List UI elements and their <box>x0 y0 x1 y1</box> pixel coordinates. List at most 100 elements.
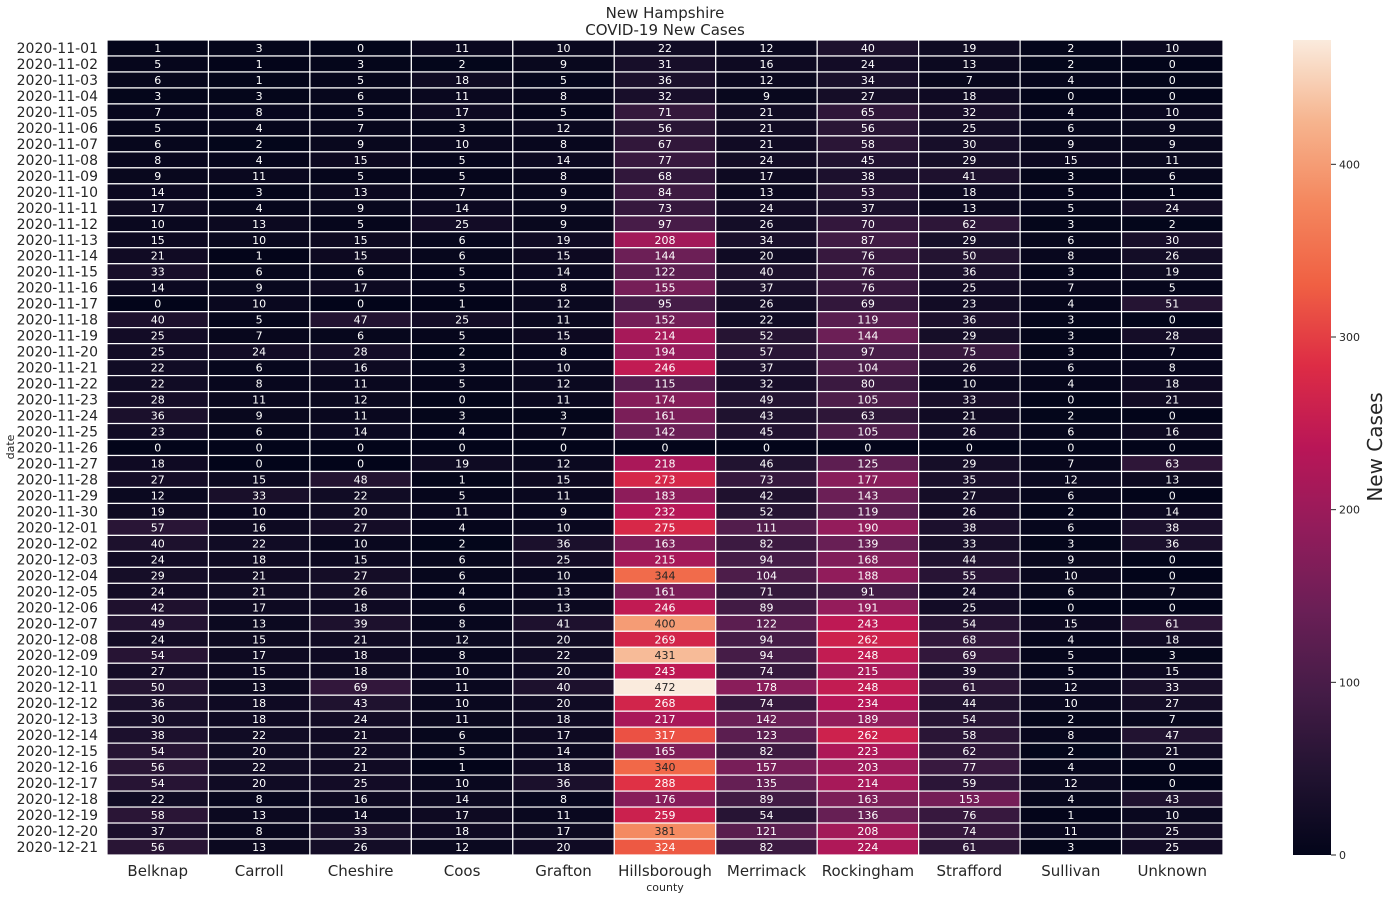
cell-value-label: 27 <box>151 665 165 678</box>
cell-value-label: 0 <box>1169 601 1176 614</box>
cell-value-label: 76 <box>861 266 875 279</box>
cell-value-label: 152 <box>655 314 676 327</box>
cell-value-label: 15 <box>557 473 571 486</box>
cell-value-label: 17 <box>252 601 266 614</box>
y-tick-label: 2020-11-12 <box>17 217 98 233</box>
cell-value-label: 3 <box>357 58 364 71</box>
y-tick-label: 2020-11-27 <box>17 456 98 472</box>
cell-value-label: 6 <box>1067 362 1074 375</box>
cell-value-label: 20 <box>557 665 571 678</box>
y-tick-label: 2020-11-03 <box>17 73 98 89</box>
cell-value-label: 10 <box>455 777 469 790</box>
cell-value-label: 22 <box>252 537 266 550</box>
cell-value-label: 36 <box>557 537 571 550</box>
cell-value-label: 10 <box>1165 42 1179 55</box>
y-tick-label: 2020-11-30 <box>17 504 98 520</box>
cell-value-label: 203 <box>857 761 878 774</box>
cell-value-label: 54 <box>151 777 165 790</box>
cell-value-label: 11 <box>455 42 469 55</box>
cell-value-label: 6 <box>1067 489 1074 502</box>
cell-value-label: 27 <box>354 569 368 582</box>
cell-value-label: 94 <box>759 553 773 566</box>
cell-value-label: 69 <box>962 649 976 662</box>
cell-value-label: 2 <box>459 537 466 550</box>
cell-value-label: 29 <box>962 234 976 247</box>
cell-value-label: 12 <box>557 378 571 391</box>
cell-value-label: 29 <box>962 457 976 470</box>
cell-value-label: 21 <box>252 569 266 582</box>
cell-value-label: 20 <box>557 633 571 646</box>
cell-value-label: 38 <box>861 170 875 183</box>
cell-value-label: 11 <box>557 314 571 327</box>
cell-value-label: 10 <box>455 138 469 151</box>
cell-value-label: 0 <box>1169 569 1176 582</box>
cell-value-label: 36 <box>151 697 165 710</box>
cell-value-label: 15 <box>354 154 368 167</box>
cell-value-label: 8 <box>256 378 263 391</box>
cell-value-label: 10 <box>557 362 571 375</box>
cell-value-label: 9 <box>1067 553 1074 566</box>
cell-value-label: 74 <box>759 697 773 710</box>
cell-value-label: 7 <box>357 122 364 135</box>
cell-value-label: 3 <box>1067 266 1074 279</box>
cell-value-label: 8 <box>1067 250 1074 263</box>
cell-value-label: 344 <box>655 569 676 582</box>
cell-value-label: 10 <box>455 665 469 678</box>
cell-value-label: 54 <box>962 713 976 726</box>
y-tick-label: 2020-11-18 <box>17 313 98 329</box>
y-tick-label: 2020-12-15 <box>17 744 98 760</box>
cell-value-label: 10 <box>1165 106 1179 119</box>
y-tick-label: 2020-12-09 <box>17 648 98 664</box>
cell-value-label: 6 <box>256 426 263 439</box>
cell-value-label: 1 <box>1067 809 1074 822</box>
cell-value-label: 40 <box>151 537 165 550</box>
cell-value-label: 22 <box>151 793 165 806</box>
cell-value-label: 32 <box>962 106 976 119</box>
cell-value-label: 4 <box>1067 106 1074 119</box>
cell-value-label: 25 <box>1165 825 1179 838</box>
y-tick-label: 2020-12-14 <box>17 728 98 744</box>
cell-value-label: 17 <box>354 282 368 295</box>
cell-value-label: 16 <box>1165 426 1179 439</box>
cell-value-label: 71 <box>658 106 672 119</box>
cell-value-label: 21 <box>354 761 368 774</box>
y-tick-label: 2020-12-17 <box>17 776 98 792</box>
cell-value-label: 24 <box>354 713 368 726</box>
x-tick-label: Merrimack <box>727 862 806 880</box>
cell-value-label: 0 <box>1169 442 1176 455</box>
cell-value-label: 15 <box>557 250 571 263</box>
cell-value-label: 0 <box>1067 90 1074 103</box>
cell-value-label: 22 <box>151 378 165 391</box>
cell-value-label: 26 <box>759 218 773 231</box>
cell-value-label: 58 <box>962 729 976 742</box>
y-tick-label: 2020-11-24 <box>17 409 98 425</box>
cell-value-label: 188 <box>857 569 878 582</box>
cell-value-label: 4 <box>1067 633 1074 646</box>
cell-value-label: 4 <box>1067 793 1074 806</box>
cell-value-label: 0 <box>1169 90 1176 103</box>
cell-value-label: 6 <box>1067 521 1074 534</box>
cell-value-label: 1 <box>256 250 263 263</box>
cell-value-label: 163 <box>857 793 878 806</box>
cell-value-label: 2 <box>1067 713 1074 726</box>
cell-value-label: 18 <box>252 713 266 726</box>
cell-value-label: 73 <box>658 202 672 215</box>
cell-value-label: 208 <box>655 234 676 247</box>
cell-value-label: 9 <box>256 282 263 295</box>
cell-value-label: 11 <box>455 713 469 726</box>
cell-value-label: 5 <box>1067 186 1074 199</box>
cell-value-label: 37 <box>861 202 875 215</box>
cell-value-label: 14 <box>557 266 571 279</box>
cell-value-label: 288 <box>655 777 676 790</box>
cell-value-label: 68 <box>658 170 672 183</box>
cell-value-label: 21 <box>759 138 773 151</box>
x-tick-label: Hillsborough <box>618 862 712 880</box>
cell-value-label: 35 <box>962 473 976 486</box>
cell-value-label: 11 <box>455 681 469 694</box>
cell-value-label: 27 <box>354 521 368 534</box>
cell-value-label: 155 <box>655 282 676 295</box>
cell-value-label: 6 <box>1067 122 1074 135</box>
cell-value-label: 275 <box>655 521 676 534</box>
cell-value-label: 11 <box>354 378 368 391</box>
cell-value-label: 25 <box>962 122 976 135</box>
